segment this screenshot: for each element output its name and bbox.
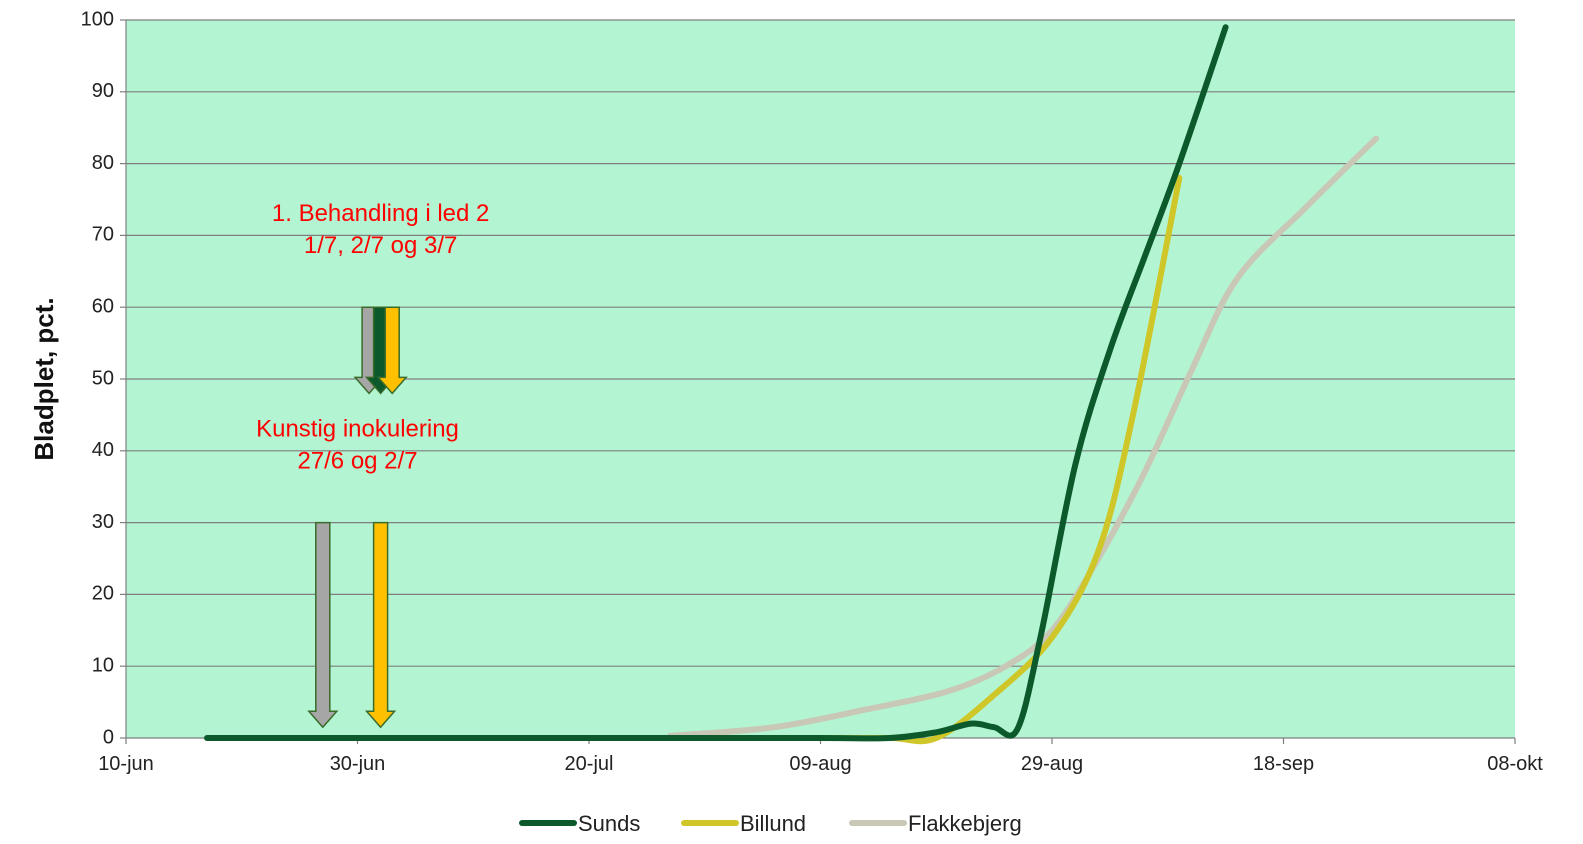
arrow-marker <box>307 521 339 729</box>
y-tick-label: 60 <box>92 295 114 317</box>
legend-label-flakkebjerg: Flakkebjerg <box>908 811 1022 836</box>
legend: Sunds Billund Flakkebjerg <box>519 811 1022 836</box>
y-tick-label: 90 <box>92 80 114 102</box>
annotations: 1. Behandling i led 2 1/7, 2/7 og 3/7 Kuns… <box>256 200 489 474</box>
legend-label-sunds: Sunds <box>578 811 640 836</box>
x-tick-label: 09-aug <box>789 753 851 775</box>
y-tick-label: 10 <box>92 654 114 676</box>
x-tick-label: 29-aug <box>1021 753 1083 775</box>
annotation-text: 1/7, 2/7 og 3/7 <box>304 232 457 259</box>
series-lines <box>204 24 1380 745</box>
y-tick-label: 80 <box>92 152 114 174</box>
y-tick-label: 0 <box>103 726 114 748</box>
annotation-arrows <box>307 306 408 729</box>
y-tick-label: 30 <box>92 511 114 533</box>
y-tick-label: 50 <box>92 367 114 389</box>
y-axis-label: Bladplet, pct. <box>29 297 59 460</box>
annotation-text: 27/6 og 2/7 <box>297 447 417 474</box>
annotation-text: Kunstig inokulering <box>256 415 459 442</box>
y-tick-label: 40 <box>92 439 114 461</box>
arrow-marker <box>364 521 397 729</box>
series-line-sunds <box>204 24 1229 742</box>
x-tick-label: 10-jun <box>98 753 154 775</box>
gridlines <box>126 19 1515 667</box>
annotation-text: 1. Behandling i led 2 <box>272 200 490 227</box>
y-tick-labels: 0 10 20 30 40 50 60 70 80 90 100 <box>81 8 126 748</box>
x-tick-label: 08-okt <box>1487 753 1543 775</box>
legend-label-billund: Billund <box>740 811 806 836</box>
x-tick-label: 30-jun <box>330 753 386 775</box>
x-tick-label: 20-jul <box>565 753 614 775</box>
x-tick-label: 18-sep <box>1253 753 1314 775</box>
x-tick-labels: 10-jun 30-jun 20-jul 09-aug 29-aug 18-sep 08-o… <box>98 738 1543 775</box>
y-tick-label: 20 <box>92 583 114 605</box>
arrow-marker <box>376 306 408 395</box>
y-tick-label: 70 <box>92 224 114 246</box>
y-tick-label: 100 <box>81 8 114 30</box>
